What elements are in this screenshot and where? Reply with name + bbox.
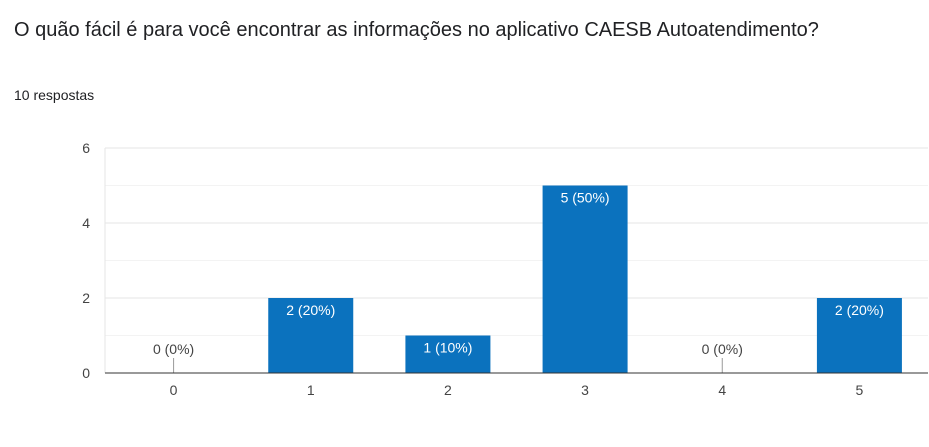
bar-value-label: 2 (20%)	[286, 302, 335, 318]
y-tick-label: 4	[82, 215, 90, 231]
bar-value-label: 5 (50%)	[561, 190, 610, 206]
x-tick-label: 2	[444, 382, 452, 398]
x-tick-label: 3	[581, 382, 589, 398]
x-tick-label: 4	[718, 382, 726, 398]
x-tick-label: 0	[170, 382, 178, 398]
bar	[542, 185, 628, 373]
x-tick-label: 1	[307, 382, 315, 398]
bar-value-label: 2 (20%)	[835, 302, 884, 318]
bar	[405, 335, 491, 373]
bar	[816, 298, 902, 373]
y-tick-label: 2	[82, 290, 90, 306]
y-tick-label: 0	[82, 365, 90, 381]
bar-value-label: 0 (0%)	[702, 341, 743, 357]
question-title: O quão fácil é para você encontrar as in…	[14, 19, 819, 41]
bar-value-label: 0 (0%)	[153, 341, 194, 357]
response-count: 10 respostas	[14, 87, 95, 103]
bar	[268, 298, 354, 373]
y-tick-label: 6	[82, 140, 90, 156]
x-tick-label: 5	[856, 382, 864, 398]
bar-value-label: 1 (10%)	[423, 340, 472, 356]
